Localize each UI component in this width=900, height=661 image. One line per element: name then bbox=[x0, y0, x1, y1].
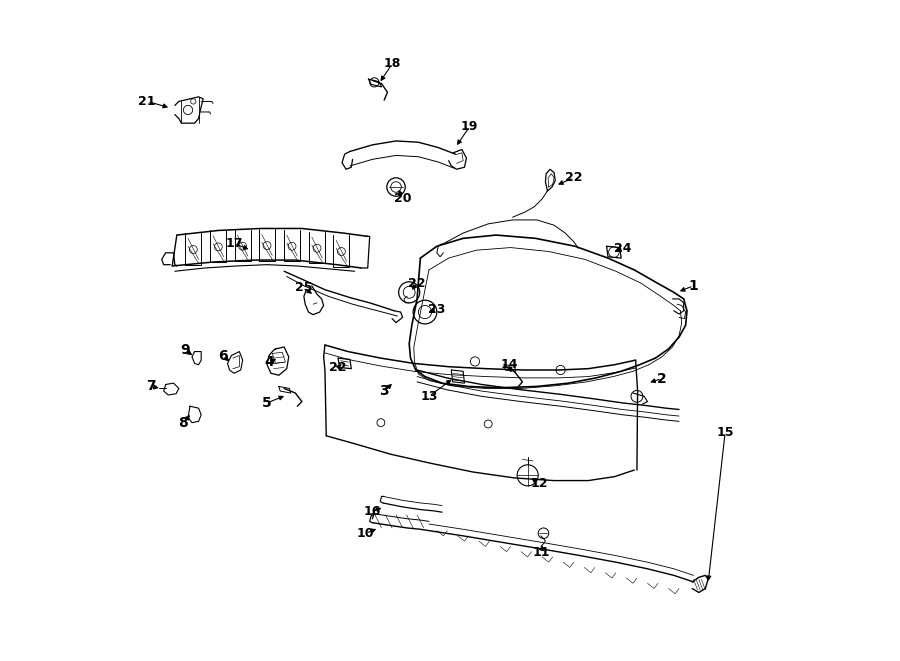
Text: 11: 11 bbox=[532, 546, 550, 559]
Text: 15: 15 bbox=[716, 426, 734, 439]
Text: 10: 10 bbox=[357, 527, 374, 540]
Text: 22: 22 bbox=[565, 171, 582, 184]
Text: 24: 24 bbox=[614, 243, 631, 255]
Text: 9: 9 bbox=[181, 343, 190, 357]
Text: 1: 1 bbox=[688, 279, 698, 293]
Text: 7: 7 bbox=[146, 379, 156, 393]
Text: 14: 14 bbox=[500, 358, 518, 371]
Text: 25: 25 bbox=[295, 281, 312, 294]
Text: 16: 16 bbox=[364, 505, 381, 518]
Text: 3: 3 bbox=[380, 384, 389, 398]
Text: 21: 21 bbox=[139, 95, 156, 108]
Text: 22: 22 bbox=[329, 361, 346, 374]
Text: 5: 5 bbox=[262, 396, 272, 410]
Text: 4: 4 bbox=[264, 355, 274, 369]
Text: 6: 6 bbox=[218, 348, 228, 362]
Text: 23: 23 bbox=[428, 303, 446, 316]
Text: 20: 20 bbox=[394, 192, 411, 206]
Text: 17: 17 bbox=[225, 237, 243, 250]
Text: 13: 13 bbox=[420, 390, 437, 403]
Text: 2: 2 bbox=[657, 371, 667, 385]
Text: 18: 18 bbox=[383, 58, 400, 71]
Text: 8: 8 bbox=[178, 416, 188, 430]
Text: 19: 19 bbox=[461, 120, 479, 133]
Text: 22: 22 bbox=[409, 276, 426, 290]
Text: 12: 12 bbox=[530, 477, 547, 490]
